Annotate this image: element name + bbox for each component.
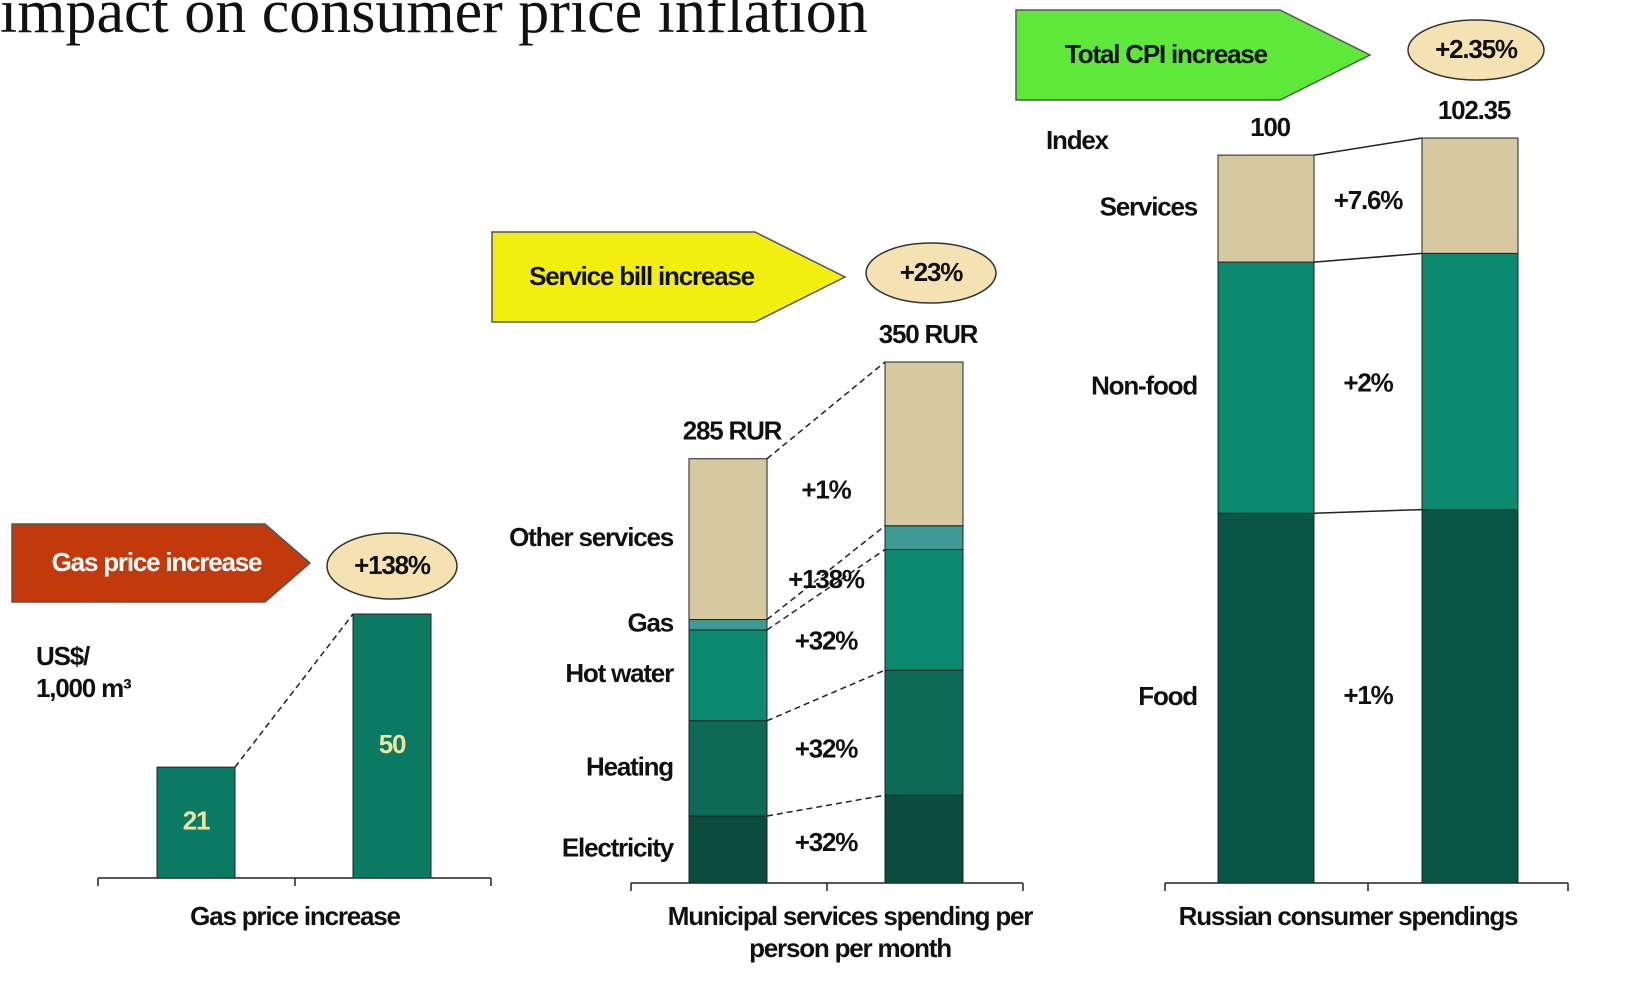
change-label: +138% xyxy=(354,550,431,580)
category-label: Gas xyxy=(627,608,673,638)
connector xyxy=(766,794,886,817)
change-badge xyxy=(326,532,458,600)
change-label: +2.35% xyxy=(1435,34,1518,64)
x-axis-title: person per month xyxy=(749,933,951,963)
bar-segment xyxy=(884,525,964,551)
change-badge xyxy=(1407,19,1545,81)
bar xyxy=(156,766,236,879)
bar-segment xyxy=(884,794,964,884)
bar-segment xyxy=(688,815,768,884)
bar-segment xyxy=(884,669,964,796)
bar-segment xyxy=(1421,137,1519,254)
value-label: 50 xyxy=(379,729,406,759)
segment-change: +1% xyxy=(1343,680,1393,710)
segment-change: +32% xyxy=(795,625,859,655)
category-label: Electricity xyxy=(562,832,675,862)
bar-segment xyxy=(1217,512,1315,884)
y-axis-title: Index xyxy=(1046,125,1110,155)
connector xyxy=(766,548,886,631)
change-badge xyxy=(865,242,997,304)
category-label: Heating xyxy=(586,751,673,781)
segment-change: +2% xyxy=(1343,367,1393,397)
bar-segment xyxy=(884,549,964,671)
bar-segment xyxy=(884,361,964,527)
slide-title: impact on consumer price inflation xyxy=(0,0,868,46)
bar-segment xyxy=(1217,154,1315,263)
category-label: Services xyxy=(1100,191,1198,221)
bar xyxy=(352,613,432,879)
total-label: 350 RUR xyxy=(879,319,979,349)
connector xyxy=(766,525,886,621)
banner-label: Gas price increase xyxy=(52,547,262,577)
segment-change: +1% xyxy=(801,474,851,504)
category-label: Non-food xyxy=(1091,371,1197,401)
banner-arrow xyxy=(491,231,847,323)
y-axis-title: 1,000 m³ xyxy=(36,673,132,703)
total-label: 102.35 xyxy=(1438,95,1511,125)
segment-change: +7.6% xyxy=(1334,185,1404,215)
banner-label: Total CPI increase xyxy=(1065,39,1268,69)
bar-segment xyxy=(688,619,768,631)
category-label: Other services xyxy=(509,522,674,552)
category-label: Hot water xyxy=(565,658,674,688)
change-label: +23% xyxy=(900,257,964,287)
connector xyxy=(234,613,354,768)
banner-label: Service bill increase xyxy=(529,261,755,291)
connector xyxy=(1313,508,1423,514)
bar-segment xyxy=(688,720,768,817)
segment-change: +138% xyxy=(788,564,865,594)
total-label: 285 RUR xyxy=(683,416,783,446)
bar-segment xyxy=(1217,261,1315,514)
value-label: 21 xyxy=(183,805,210,835)
x-axis-title: Gas price increase xyxy=(190,901,400,931)
connector xyxy=(766,669,886,722)
banner-arrow xyxy=(1015,9,1372,101)
y-axis-title: US$/ xyxy=(36,641,90,671)
connector xyxy=(1313,137,1423,156)
total-label: 100 xyxy=(1250,112,1291,142)
bar-segment xyxy=(688,629,768,722)
connector xyxy=(766,361,886,460)
x-axis-title: Municipal services spending per xyxy=(668,901,1034,931)
banner-arrow xyxy=(11,523,312,603)
category-label: Food xyxy=(1138,681,1197,711)
bar-segment xyxy=(1421,509,1519,884)
bar-segment xyxy=(688,458,768,621)
bar-segment xyxy=(1421,252,1519,511)
segment-change: +32% xyxy=(795,733,859,763)
x-axis-title: Russian consumer spendings xyxy=(1179,901,1518,931)
connector xyxy=(1313,252,1423,263)
segment-change: +32% xyxy=(795,827,859,857)
